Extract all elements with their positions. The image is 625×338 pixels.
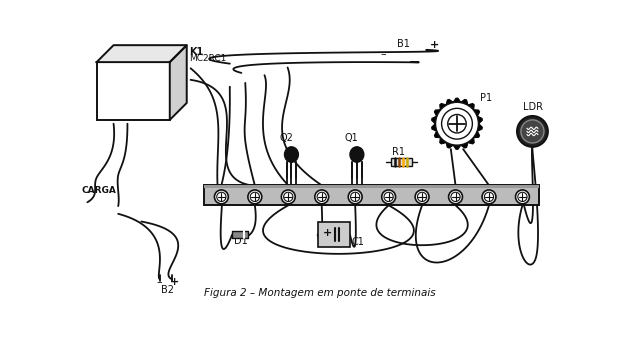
Text: –: – (157, 277, 162, 287)
Polygon shape (468, 138, 474, 144)
Text: MC2RC1: MC2RC1 (189, 54, 226, 64)
Polygon shape (434, 110, 441, 116)
Ellipse shape (382, 190, 396, 204)
Ellipse shape (315, 190, 329, 204)
Bar (204, 185, 539, 206)
Text: B1: B1 (397, 39, 410, 49)
Ellipse shape (248, 190, 262, 204)
Text: K1: K1 (189, 47, 203, 57)
Ellipse shape (449, 190, 462, 204)
Text: +: + (170, 277, 179, 287)
Text: CARGA: CARGA (81, 186, 116, 195)
Polygon shape (474, 110, 479, 116)
Text: B2: B2 (161, 285, 174, 295)
Bar (204, 185, 539, 188)
Bar (232, 231, 248, 238)
Text: Q2: Q2 (279, 132, 293, 143)
Polygon shape (170, 45, 187, 120)
Ellipse shape (415, 190, 429, 204)
Ellipse shape (482, 190, 496, 204)
Polygon shape (474, 131, 479, 138)
Polygon shape (461, 100, 468, 105)
Polygon shape (432, 116, 437, 124)
Circle shape (436, 102, 479, 145)
Text: Figura 2 – Montagem em ponte de terminais: Figura 2 – Montagem em ponte de terminai… (204, 288, 436, 298)
Polygon shape (453, 98, 461, 102)
Polygon shape (468, 104, 474, 110)
Ellipse shape (214, 190, 228, 204)
Ellipse shape (516, 190, 529, 204)
Circle shape (521, 120, 544, 143)
Polygon shape (461, 142, 468, 148)
Text: Q1: Q1 (344, 132, 358, 143)
Polygon shape (434, 131, 441, 138)
Text: C1: C1 (351, 237, 364, 247)
Polygon shape (440, 104, 446, 110)
Polygon shape (440, 138, 446, 144)
Text: –: – (380, 49, 386, 59)
Ellipse shape (348, 190, 362, 204)
Text: LDR: LDR (523, 102, 543, 112)
Text: D1: D1 (234, 236, 248, 246)
Polygon shape (453, 145, 461, 149)
Text: +: + (430, 40, 439, 50)
Polygon shape (432, 124, 437, 131)
Bar (391, 159, 412, 166)
Polygon shape (446, 100, 453, 105)
Polygon shape (97, 45, 187, 62)
Ellipse shape (281, 190, 295, 204)
Ellipse shape (284, 147, 298, 162)
Bar (97, 62, 170, 120)
Text: P1: P1 (480, 93, 492, 103)
Text: +: + (323, 228, 332, 238)
Text: R1: R1 (392, 146, 405, 156)
Ellipse shape (350, 147, 364, 162)
Polygon shape (446, 142, 453, 148)
Polygon shape (478, 116, 482, 124)
Polygon shape (478, 124, 482, 131)
Circle shape (517, 116, 548, 147)
Bar (318, 222, 350, 247)
